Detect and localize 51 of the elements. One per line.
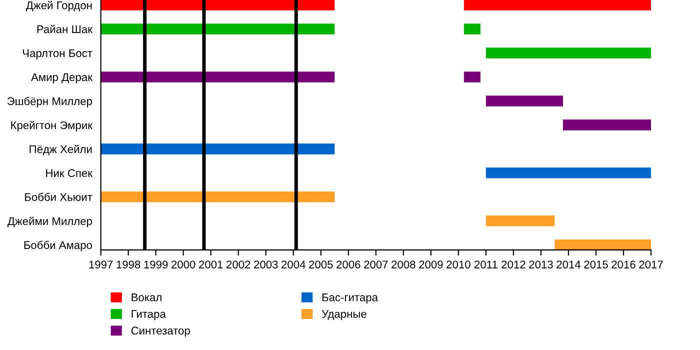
x-tick-label: 1998	[116, 260, 140, 268]
x-tick-label: 2010	[446, 260, 470, 268]
x-tick-label: 2001	[199, 260, 223, 268]
y-tick-label: Джей Гордон	[26, 0, 92, 12]
y-tick-label: Амир Дерак	[31, 73, 93, 84]
bar	[464, 24, 480, 34]
bar	[486, 48, 651, 58]
x-tick-label: 2015	[584, 260, 608, 268]
x-tick-label: 2005	[309, 260, 333, 268]
y-tick-label: Райан Шак	[37, 24, 93, 34]
y-tick-label: Чарлтон Бост	[22, 49, 92, 60]
x-tick-label: 2011	[474, 260, 498, 268]
legend-label: Синтезатор	[131, 326, 190, 337]
bar	[100, 72, 335, 82]
y-tick-label: Эшбёрн Миллер	[7, 96, 92, 108]
legend-label: Вокал	[132, 294, 162, 302]
bar	[100, 192, 335, 202]
bar	[486, 168, 651, 178]
x-tick-label: 2003	[254, 260, 278, 268]
x-tick-label: 2004	[282, 260, 306, 268]
bar	[486, 96, 563, 106]
x-tick-label: 2008	[392, 260, 416, 268]
x-tick-label: 2009	[419, 260, 443, 268]
bar	[486, 215, 555, 226]
legend-label: Бас-гитара	[322, 294, 378, 304]
bar	[554, 239, 651, 250]
x-tick-label: 2006	[336, 260, 360, 268]
bar	[100, 0, 335, 10]
y-tick-label: Бобби Амаро	[24, 240, 92, 252]
x-tick-label: 2002	[226, 260, 250, 268]
x-tick-label: 2013	[529, 260, 553, 268]
y-tick-label: Бобби Хьюит	[25, 192, 92, 202]
x-tick-label: 2014	[556, 260, 581, 268]
y-tick-label: Пёдж Хейли	[30, 144, 92, 156]
x-tick-label: 1999	[144, 260, 168, 268]
legend-label: Гитара	[132, 310, 166, 320]
x-tick-label: 2016	[612, 260, 636, 268]
x-tick-label: 2000	[172, 260, 196, 268]
bar	[100, 24, 335, 34]
y-tick-label: Крейгтон Эмрик	[11, 120, 93, 132]
x-tick-label: 2007	[364, 260, 388, 268]
y-tick-label: Ник Спек	[46, 169, 93, 178]
x-tick-label: 2017	[639, 260, 663, 268]
legend-label: Ударные	[322, 310, 366, 320]
bar	[464, 0, 651, 10]
bar	[100, 144, 335, 154]
bar	[562, 120, 651, 130]
x-tick-label: 1997	[89, 260, 113, 268]
y-tick-label: Джейми Миллер	[7, 216, 92, 228]
x-tick-label: 2012	[502, 260, 526, 268]
bar	[464, 72, 480, 82]
